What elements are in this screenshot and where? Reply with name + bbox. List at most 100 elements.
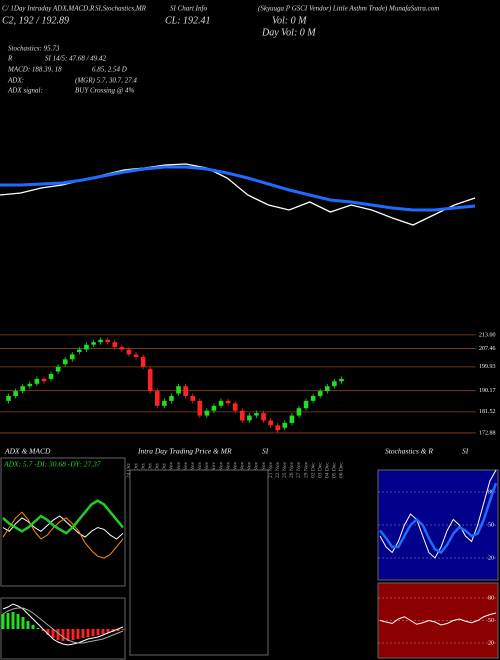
macd-bar <box>46 629 50 635</box>
x-tick-label: 22 Nov <box>275 461 281 478</box>
macd-bar <box>41 629 45 631</box>
macd-bar <box>121 629 125 630</box>
candle-body <box>119 347 125 350</box>
macd-bar <box>6 613 10 629</box>
macd-bar <box>11 612 15 629</box>
annotation: ADX: 5.7 -DI: 30.68 -DY: 27.37 <box>3 460 101 469</box>
price-line <box>0 165 476 212</box>
y-tick-label: 80 <box>488 489 494 495</box>
panel <box>129 469 269 656</box>
candle-body <box>105 339 111 343</box>
candle-body <box>211 405 217 411</box>
x-tick-label: 27 Nov <box>296 461 302 478</box>
macd-bar <box>91 629 95 636</box>
y-tick-label: 80 <box>488 595 494 601</box>
candle-body <box>218 400 224 406</box>
header-text: BUY Crossing @ 4% <box>75 87 134 95</box>
candle-body <box>48 374 54 379</box>
candle-body <box>247 415 252 421</box>
macd-bar <box>21 617 25 629</box>
macd-line <box>2 603 124 646</box>
candle-body <box>254 413 259 416</box>
candle-body <box>239 410 245 421</box>
macd-bar <box>1 614 5 629</box>
x-tick-label: 26 Nov <box>289 461 295 478</box>
macd-bar <box>26 621 30 629</box>
candle-body <box>55 366 61 372</box>
candle-body <box>261 413 266 421</box>
y-tick-label: 172.88 <box>479 430 496 436</box>
y-tick-label: 207.46 <box>479 346 496 352</box>
candle-body <box>169 396 174 401</box>
macd-bar <box>116 629 120 631</box>
candle-body <box>275 425 281 431</box>
macd-bar <box>61 629 65 641</box>
candle-body <box>197 400 203 416</box>
y-tick-label: 199.93 <box>479 364 496 370</box>
candle-body <box>303 400 309 409</box>
y-tick-label: 20 <box>488 640 494 646</box>
candle-body <box>41 378 47 382</box>
candle-body <box>225 400 231 404</box>
header-text: C/ 1Day Intraday ADX,MACD,R <box>2 5 95 13</box>
header-text: Vol: 0 M <box>272 15 307 26</box>
x-tick-label: 02 Dec <box>310 462 316 478</box>
candle-body <box>204 410 210 416</box>
header-text: SI,Stochastics,MR <box>95 5 147 13</box>
header-text: R <box>7 55 13 63</box>
macd-bar <box>101 629 105 634</box>
candle-body <box>296 408 302 416</box>
oscillator-line <box>379 482 498 555</box>
oscillator-line <box>379 469 497 559</box>
candle-body <box>317 391 323 396</box>
macd-bar <box>56 629 60 640</box>
candle-body <box>84 344 89 350</box>
candle-body <box>289 415 295 423</box>
candle-body <box>154 391 160 406</box>
adx-line <box>2 499 124 535</box>
y-tick-label: 213.00 <box>479 332 496 338</box>
x-tick-label: 24 Oct <box>126 463 132 478</box>
macd-bar <box>66 629 70 641</box>
x-tick-label: 29 Nov <box>303 461 309 478</box>
panel-title: SI <box>462 447 469 456</box>
candle-body <box>112 342 118 348</box>
candle-body <box>133 354 139 357</box>
candle-body <box>310 396 316 401</box>
candle-body <box>183 386 188 396</box>
header-text: (Skyuuga P GSCI Vendor) Little Asthm Tra… <box>258 5 439 13</box>
panel-title: ADX & MACD <box>4 447 51 456</box>
panel-title: Intra Day Trading Price & MR <box>137 447 232 456</box>
header-text: SI Chart Info <box>170 5 207 13</box>
y-tick-label: 20 <box>488 555 494 561</box>
y-tick-label: 181.52 <box>479 409 496 415</box>
candle-body <box>69 354 75 360</box>
candle-body <box>27 383 33 387</box>
header-text: C2, 192 / 192.89 <box>2 15 69 26</box>
adx-line <box>2 515 124 540</box>
candle-body <box>324 386 330 392</box>
panel-title: SI <box>262 447 269 456</box>
macd-bar <box>16 614 20 629</box>
y-tick-label: 50 <box>488 522 494 528</box>
macd-line <box>2 607 124 644</box>
header-text: SI 14/5: 47.68 / 49.42 <box>45 55 107 63</box>
oscillator-line <box>379 612 497 626</box>
macd-bar <box>71 629 75 640</box>
candle-body <box>332 381 337 387</box>
header-text: Day Vol: 0 M <box>261 27 316 38</box>
candle-body <box>98 339 103 343</box>
x-tick-label: 21 Nov <box>268 461 274 478</box>
macd-bar <box>81 629 85 638</box>
y-tick-label: 190.17 <box>479 388 496 394</box>
candle-body <box>339 378 344 382</box>
macd-bar <box>96 629 100 635</box>
candle-body <box>232 403 238 411</box>
candle-body <box>62 359 68 365</box>
macd-bar <box>36 628 40 629</box>
candle-body <box>190 396 196 401</box>
macd-bar <box>51 629 55 638</box>
candle-body <box>176 386 181 394</box>
